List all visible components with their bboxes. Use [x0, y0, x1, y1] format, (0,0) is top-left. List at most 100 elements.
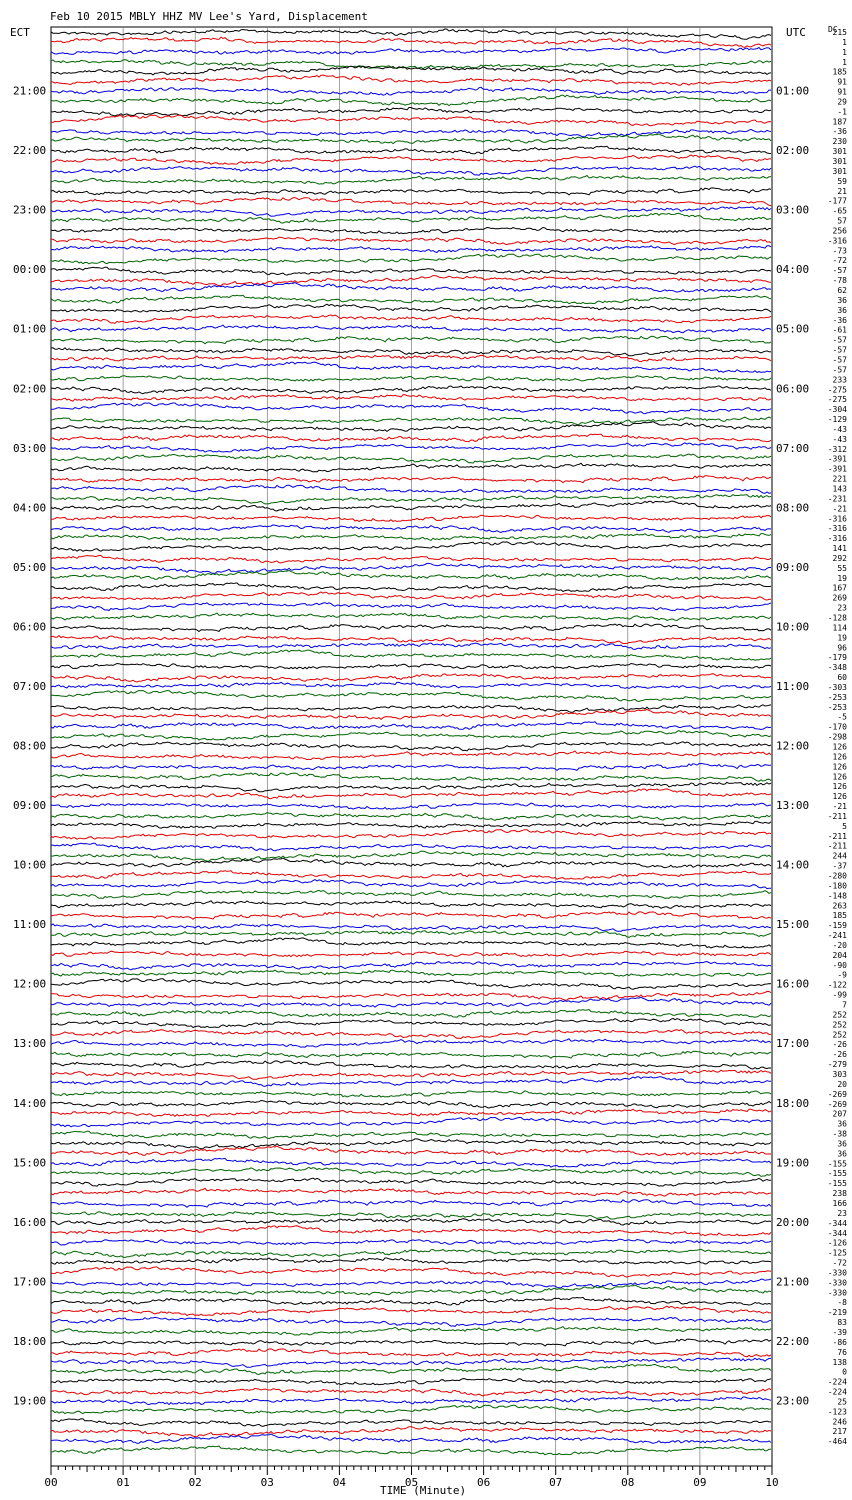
right-hour-label: 16:00 — [776, 978, 809, 991]
trace-line — [50, 253, 772, 265]
dc-offset-label: 7 — [842, 1001, 847, 1010]
dc-offset-label: -155 — [828, 1169, 847, 1178]
trace-line — [50, 133, 772, 145]
left-hour-label: 01:00 — [13, 323, 46, 336]
dc-offset-label: 23 — [837, 604, 847, 613]
dc-offset-label: -298 — [828, 733, 847, 742]
dc-offset-label: -330 — [828, 1268, 847, 1277]
dc-offset-label: -180 — [828, 881, 847, 890]
dc-offset-label: -128 — [828, 613, 847, 622]
trace-line — [50, 1116, 772, 1128]
trace-line — [50, 1009, 772, 1018]
dc-offset-label: 29 — [837, 97, 847, 106]
trace-line — [51, 236, 772, 246]
dc-offset-label: -155 — [828, 1179, 847, 1188]
right-hour-label: 21:00 — [776, 1275, 809, 1288]
trace-line — [50, 1099, 772, 1109]
dc-offset-label: -303 — [828, 683, 847, 692]
trace-line — [50, 1050, 772, 1059]
trace-line — [50, 1225, 772, 1237]
right-hour-label: 20:00 — [776, 1216, 809, 1229]
dc-offset-label: 221 — [833, 475, 848, 484]
x-tick-label: 06 — [477, 1476, 490, 1489]
dc-offset-label: -20 — [833, 941, 848, 950]
left-hour-labels: 21:00 22:00 23:00 00:00 01:00 02:00 03:00 04:00… — [13, 85, 46, 1408]
left-hour-label: 04:00 — [13, 501, 46, 514]
trace-line — [50, 453, 772, 464]
dc-offset-label: -8 — [837, 1298, 847, 1307]
trace-line — [50, 1445, 772, 1456]
right-hour-label: 19:00 — [776, 1156, 809, 1169]
trace-line — [50, 385, 772, 395]
x-tick-label: 02 — [189, 1476, 202, 1489]
dc-offset-label: 252 — [833, 1030, 848, 1039]
left-hour-label: 22:00 — [13, 144, 46, 157]
dc-offset-label: 62 — [837, 286, 847, 295]
dc-offset-label: 215 — [833, 28, 848, 37]
trace-line — [50, 475, 772, 484]
dc-offset-label: -61 — [833, 326, 848, 335]
trace-line — [50, 704, 772, 713]
dc-offset-label: 59 — [837, 177, 847, 186]
trace-line — [50, 788, 772, 800]
dc-offset-label: -344 — [828, 1219, 847, 1228]
dc-offset-label: -148 — [828, 891, 847, 900]
left-hour-label: 19:00 — [13, 1394, 46, 1407]
dc-offset-label: -391 — [828, 465, 847, 474]
minute-gridlines — [122, 27, 701, 1466]
trace-line — [50, 524, 772, 534]
dc-offset-label: -72 — [833, 1259, 848, 1268]
dc-offset-label: 256 — [833, 226, 848, 235]
dc-offset-label: -86 — [833, 1338, 848, 1347]
trace-line — [50, 245, 772, 253]
left-hour-label: 11:00 — [13, 918, 46, 931]
left-hour-label: 15:00 — [13, 1156, 46, 1169]
trace-line — [50, 46, 772, 55]
right-hour-label: 09:00 — [776, 561, 809, 574]
trace-line — [50, 442, 772, 453]
trace-line — [50, 314, 772, 324]
dc-offset-label: 301 — [833, 167, 848, 176]
right-hour-label: 15:00 — [776, 918, 809, 931]
dc-offset-label: -159 — [828, 921, 847, 930]
trace-line — [50, 462, 772, 473]
dc-offset-label: -211 — [828, 812, 847, 821]
trace-line — [51, 930, 772, 938]
dc-offset-labels: 215111185919129-1187-362303013013015921-… — [828, 28, 847, 1446]
dc-offset-label: -57 — [833, 346, 848, 355]
trace-line — [50, 86, 771, 96]
trace-line — [50, 772, 772, 782]
dc-offset-label: 238 — [833, 1189, 848, 1198]
dc-offset-label: 303 — [833, 1070, 848, 1079]
right-axis-label: UTC — [786, 26, 806, 39]
dc-offset-label: -279 — [828, 1060, 847, 1069]
trace-line — [51, 842, 772, 852]
dc-offset-label: -275 — [828, 385, 847, 394]
trace-line — [50, 1187, 772, 1197]
dc-offset-label: -129 — [828, 415, 847, 424]
trace-line — [50, 59, 772, 70]
trace-line — [50, 154, 771, 165]
trace-line — [50, 74, 772, 86]
dc-offset-label: -5 — [837, 713, 847, 722]
dc-offset-label: 91 — [837, 78, 847, 87]
trace-line — [50, 1325, 772, 1336]
dc-offset-label: -348 — [828, 663, 847, 672]
trace-line — [50, 569, 772, 581]
trace-line — [50, 870, 772, 880]
left-hour-label: 18:00 — [13, 1335, 46, 1348]
dc-offset-label: 263 — [833, 901, 848, 910]
right-hour-label: 10:00 — [776, 620, 809, 633]
dc-offset-label: -43 — [833, 435, 848, 444]
dc-offset-label: 252 — [833, 1020, 848, 1029]
trace-line — [51, 165, 772, 176]
trace-line — [50, 1284, 772, 1296]
dc-offset-label: 1 — [842, 58, 847, 67]
trace-line — [50, 1199, 772, 1208]
trace-line — [50, 730, 772, 741]
trace-line — [50, 781, 772, 793]
dc-offset-label: 25 — [837, 1397, 847, 1406]
trace-line — [50, 1363, 772, 1376]
x-tick-label: 01 — [116, 1476, 129, 1489]
left-hour-label: 21:00 — [13, 85, 46, 98]
